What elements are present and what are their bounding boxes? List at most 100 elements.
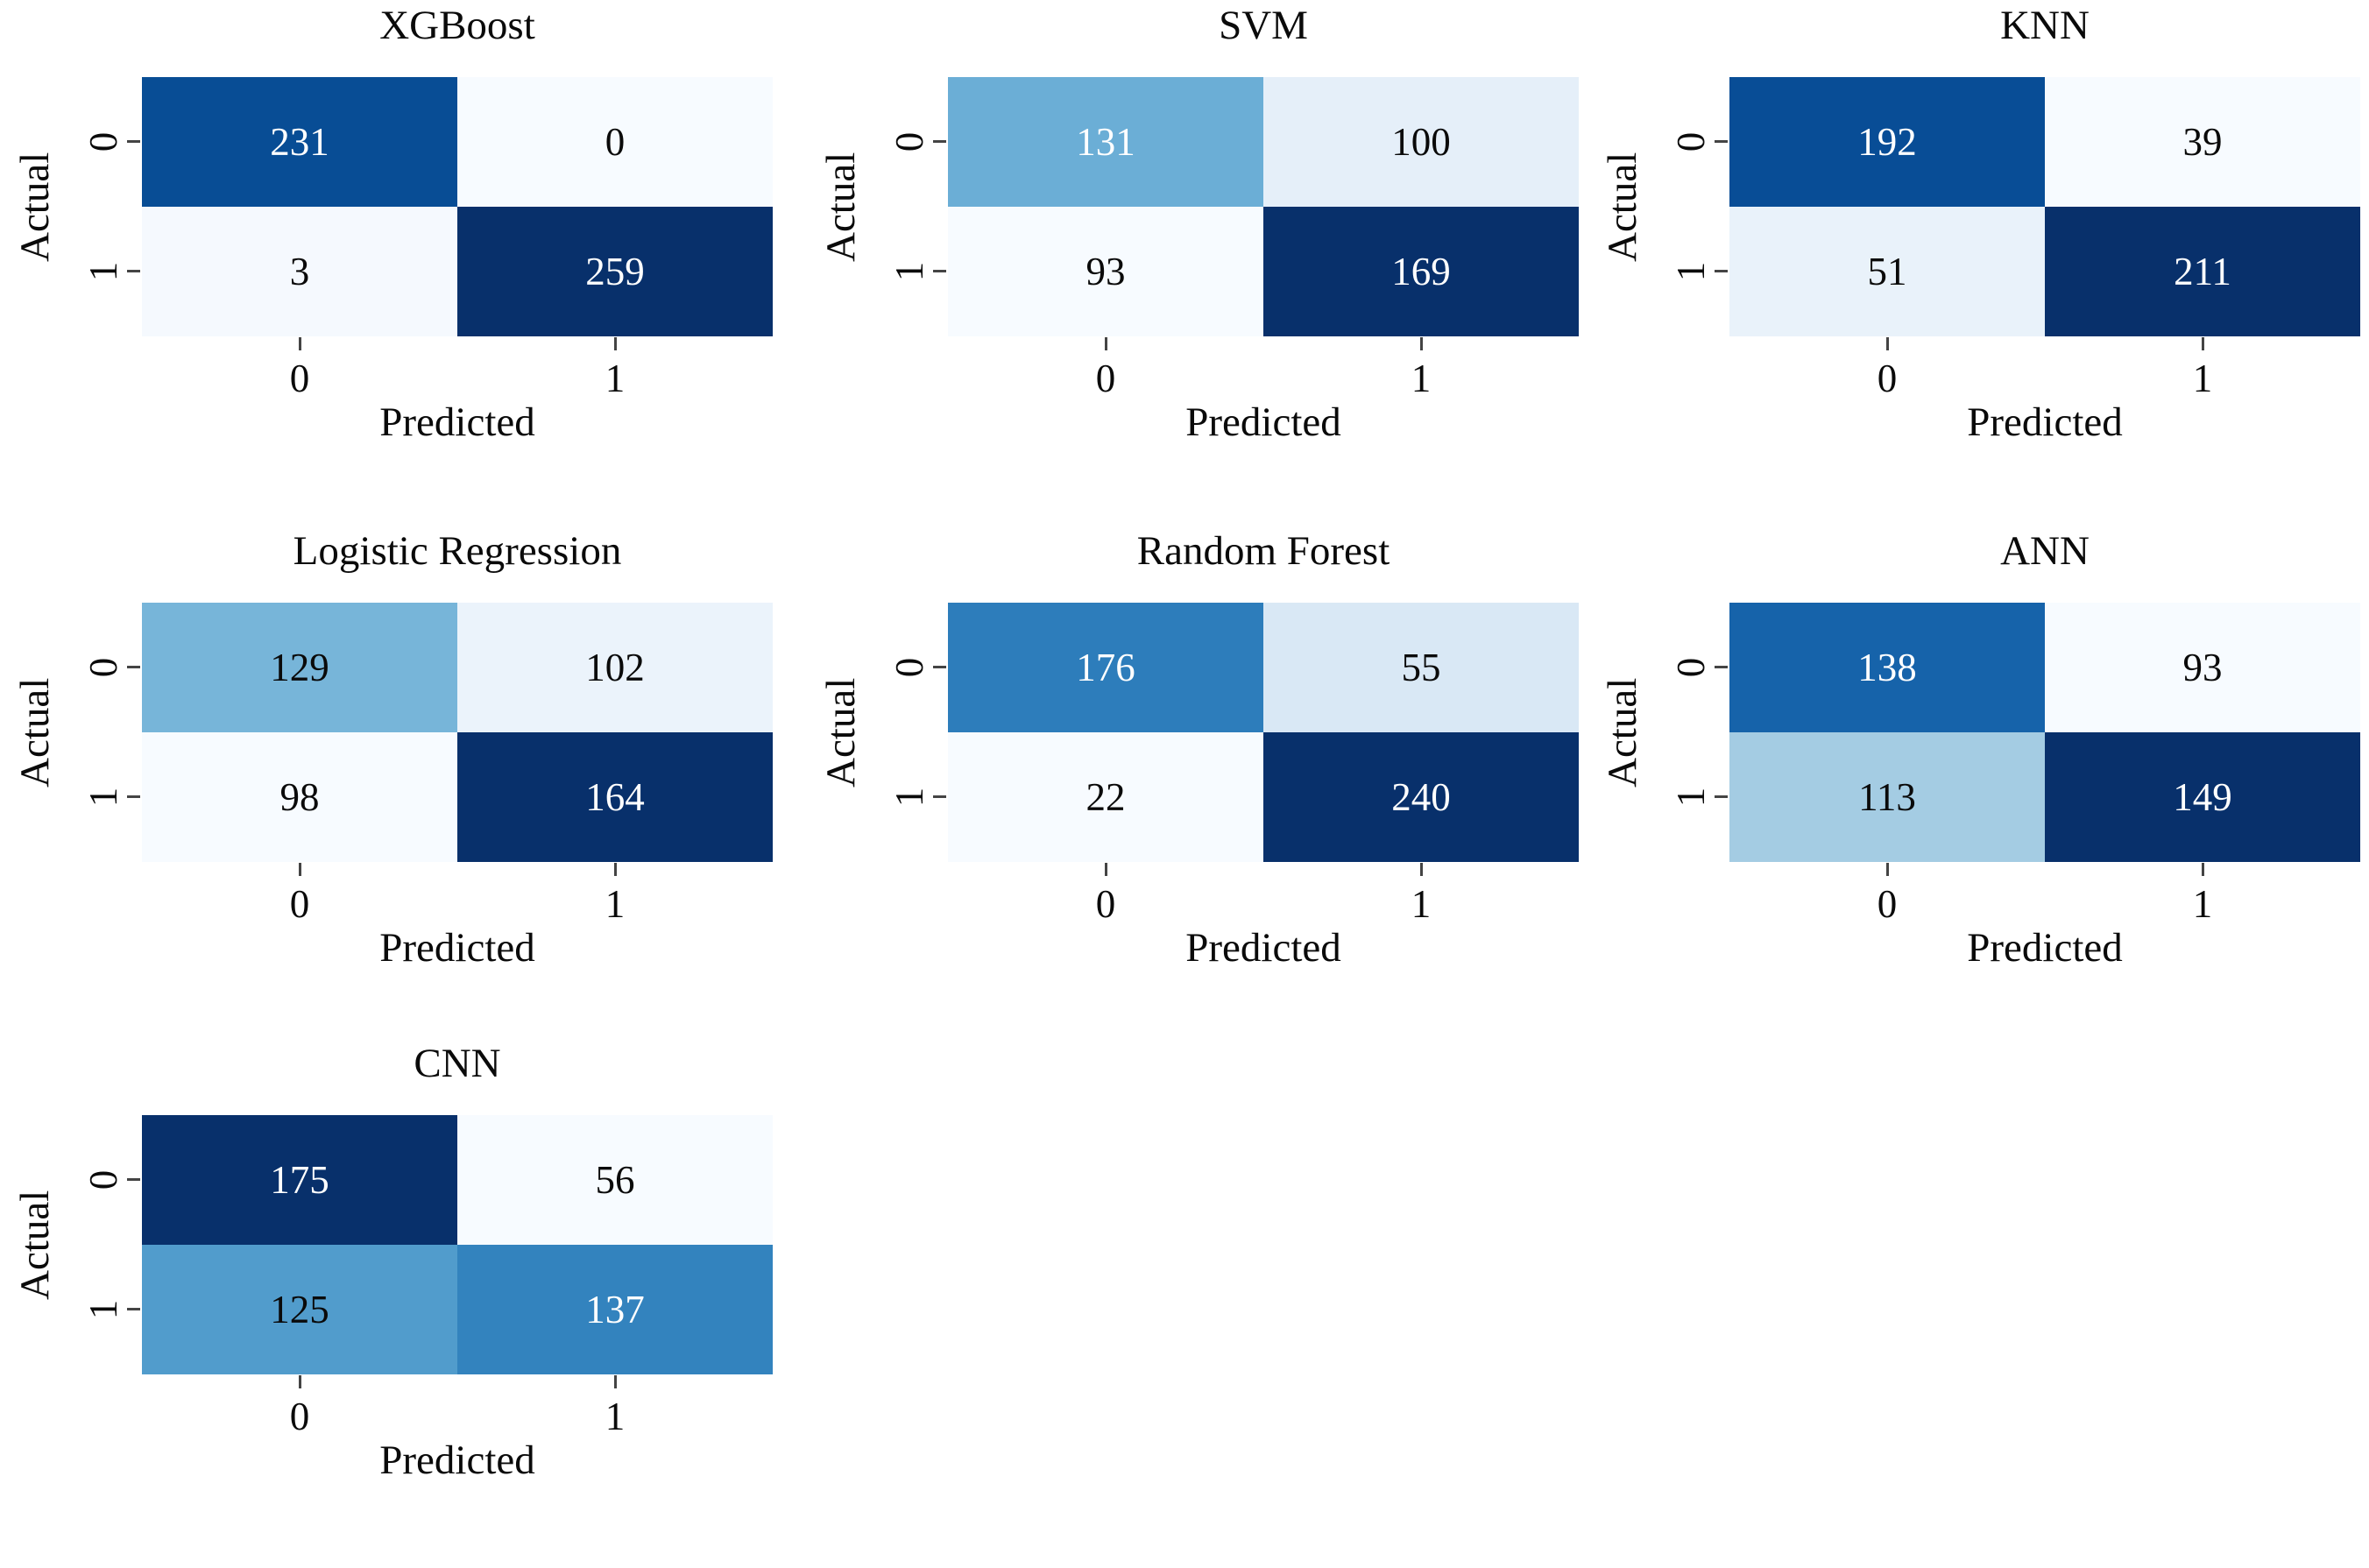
x-tick-mark (1420, 337, 1423, 350)
x-tick-mark (299, 337, 301, 350)
cell-actual1-pred0: 93 (948, 207, 1263, 336)
cell-actual0-pred0: 176 (948, 603, 1263, 732)
y-tick-label-1: 1 (1669, 787, 1713, 808)
x-axis-label: Predicted (379, 1437, 535, 1483)
x-tick-label-0: 0 (1877, 357, 1898, 400)
cell-actual0-pred1: 100 (1263, 77, 1579, 207)
chart-title: Random Forest (1136, 528, 1390, 574)
cell-actual0-pred0: 138 (1729, 603, 2045, 732)
cell-actual0-pred0: 231 (142, 77, 457, 207)
chart-title: KNN (2000, 3, 2090, 48)
y-tick-label-0: 0 (1669, 131, 1713, 152)
x-tick-mark (2202, 863, 2204, 876)
cell-actual1-pred0: 51 (1729, 207, 2045, 336)
x-tick-label-0: 0 (289, 1395, 310, 1438)
x-tick-mark (614, 1375, 617, 1388)
y-axis-label: Actual (1600, 677, 1645, 788)
cell-actual1-pred1: 211 (2045, 207, 2360, 336)
y-tick-label-0: 0 (81, 1169, 125, 1190)
x-tick-label-1: 1 (605, 357, 626, 400)
y-tick-label-0: 0 (1669, 657, 1713, 678)
y-axis-label: Actual (818, 152, 864, 262)
x-tick-label-1: 1 (605, 882, 626, 926)
y-axis-label: Actual (1600, 152, 1645, 262)
x-tick-label-1: 1 (2192, 882, 2213, 926)
confusion-matrix-knn: KNN Actual 0 1 192 39 51 211 0 1 Predict… (1588, 0, 2369, 512)
cell-actual1-pred0: 98 (142, 732, 457, 862)
y-tick-mark (1715, 140, 1728, 143)
x-tick-label-1: 1 (2192, 357, 2213, 400)
heatmap-grid: 138 93 113 149 (1729, 603, 2360, 862)
confusion-matrix-ann: ANN Actual 0 1 138 93 113 149 0 1 Predic… (1588, 526, 2369, 1038)
cell-actual1-pred1: 149 (2045, 732, 2360, 862)
y-tick-mark (1715, 666, 1728, 668)
y-axis-label: Actual (12, 1190, 58, 1300)
x-tick-mark (614, 863, 617, 876)
x-tick-mark (1105, 863, 1107, 876)
heatmap-grid: 231 0 3 259 (142, 77, 773, 336)
x-axis-label: Predicted (1967, 925, 2123, 971)
heatmap-grid: 129 102 98 164 (142, 603, 773, 862)
cell-actual0-pred1: 39 (2045, 77, 2360, 207)
x-tick-mark (614, 337, 617, 350)
cell-actual0-pred1: 102 (457, 603, 773, 732)
confusion-matrix-random-forest: Random Forest Actual 0 1 176 55 22 240 0… (806, 526, 1595, 1038)
cell-actual1-pred1: 164 (457, 732, 773, 862)
x-axis-label: Predicted (379, 925, 535, 971)
y-tick-mark (933, 795, 946, 798)
y-tick-mark (933, 270, 946, 272)
confusion-matrix-cnn: CNN Actual 0 1 175 56 125 137 0 1 Predic… (0, 1038, 788, 1550)
x-tick-mark (1886, 337, 1889, 350)
x-tick-label-0: 0 (1095, 882, 1116, 926)
x-tick-label-1: 1 (1411, 357, 1432, 400)
x-tick-label-0: 0 (289, 882, 310, 926)
cell-actual1-pred1: 169 (1263, 207, 1579, 336)
heatmap-grid: 175 56 125 137 (142, 1115, 773, 1374)
heatmap-grid: 176 55 22 240 (948, 603, 1579, 862)
x-tick-label-0: 0 (1095, 357, 1116, 400)
confusion-matrix-logistic-regression: Logistic Regression Actual 0 1 129 102 9… (0, 526, 788, 1038)
y-tick-label-0: 0 (81, 657, 125, 678)
chart-title: Logistic Regression (293, 528, 622, 574)
y-tick-label-1: 1 (887, 261, 931, 282)
cell-actual0-pred0: 131 (948, 77, 1263, 207)
y-tick-mark (933, 140, 946, 143)
x-tick-mark (2202, 337, 2204, 350)
x-tick-mark (1420, 863, 1423, 876)
chart-title: CNN (414, 1041, 501, 1086)
x-tick-label-1: 1 (1411, 882, 1432, 926)
cell-actual1-pred1: 240 (1263, 732, 1579, 862)
chart-title: ANN (2000, 528, 2090, 574)
confusion-matrix-xgboost: XGBoost Actual 0 1 231 0 3 259 0 1 Predi… (0, 0, 788, 512)
x-tick-mark (1105, 337, 1107, 350)
y-tick-mark (127, 1308, 140, 1310)
chart-title: SVM (1219, 3, 1308, 48)
x-tick-label-1: 1 (605, 1395, 626, 1438)
x-axis-label: Predicted (1185, 925, 1341, 971)
cell-actual1-pred1: 259 (457, 207, 773, 336)
y-tick-mark (933, 666, 946, 668)
y-tick-label-1: 1 (81, 787, 125, 808)
cell-actual1-pred0: 113 (1729, 732, 2045, 862)
x-tick-mark (299, 863, 301, 876)
x-axis-label: Predicted (379, 399, 535, 445)
y-tick-label-1: 1 (887, 787, 931, 808)
y-tick-label-1: 1 (81, 261, 125, 282)
heatmap-grid: 192 39 51 211 (1729, 77, 2360, 336)
cell-actual1-pred0: 125 (142, 1245, 457, 1374)
confusion-matrix-svm: SVM Actual 0 1 131 100 93 169 0 1 Predic… (806, 0, 1595, 512)
cell-actual0-pred0: 192 (1729, 77, 2045, 207)
cell-actual1-pred0: 22 (948, 732, 1263, 862)
y-axis-label: Actual (12, 152, 58, 262)
y-tick-mark (127, 795, 140, 798)
y-axis-label: Actual (12, 677, 58, 788)
y-tick-label-1: 1 (1669, 261, 1713, 282)
chart-title: XGBoost (379, 3, 535, 48)
x-tick-label-0: 0 (289, 357, 310, 400)
cell-actual0-pred1: 56 (457, 1115, 773, 1245)
cell-actual0-pred1: 55 (1263, 603, 1579, 732)
cell-actual0-pred0: 129 (142, 603, 457, 732)
y-tick-mark (1715, 270, 1728, 272)
x-axis-label: Predicted (1967, 399, 2123, 445)
